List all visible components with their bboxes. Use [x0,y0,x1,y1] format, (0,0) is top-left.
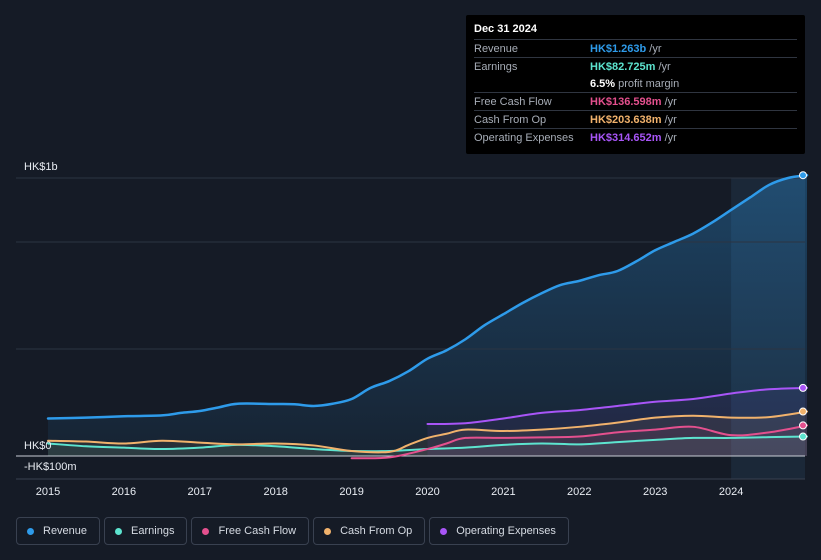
legend-label: Earnings [131,525,175,537]
revenue-end-marker [799,171,807,180]
legend-dot-icon [202,527,210,535]
tooltip-series-name: Cash From Op [474,113,547,126]
x-tick-label: 2021 [491,486,515,498]
legend-item-cash-from-op[interactable]: Cash From Op [313,517,426,545]
tooltip-series-name: Free Cash Flow [474,95,552,108]
legend-label: Revenue [43,525,88,537]
tooltip-series-unit: /yr [664,131,677,144]
tooltip-series-unit: /yr [664,113,677,126]
free-cash-flow-line [350,424,808,460]
operating-expenses-end-marker [799,383,807,392]
tooltip-row: 6.5% profit margin [474,75,797,92]
legend-item-operating-expenses[interactable]: Operating Expenses [429,517,569,545]
tooltip-series-unit: /yr [658,60,671,73]
tooltip-row: Cash From Op HK$203.638m/yr [474,110,797,128]
legend-dot-icon [440,527,448,535]
legend-label: Operating Expenses [456,525,556,537]
legend-dot-icon [115,527,123,535]
legend-item-free-cash-flow[interactable]: Free Cash Flow [191,517,310,545]
tooltip-series-name: Revenue [474,42,519,55]
tooltip-series-unit: /yr [664,95,677,108]
x-tick-label: 2020 [415,486,439,498]
tooltip-series-value: HK$82.725m [590,60,656,73]
x-tick-label: 2022 [567,486,591,498]
earnings-end-marker [799,432,807,441]
x-tick-label: 2024 [719,486,743,498]
y-axis-label-top: HK$1b [24,161,58,173]
legend-dot-icon [324,527,332,535]
cash-from-op-end-marker [799,407,807,416]
legend-label: Free Cash Flow [218,525,297,537]
tooltip-series-unit: /yr [649,42,662,55]
tooltip-series-value: HK$203.638m [590,113,662,126]
x-tick-label: 2019 [339,486,363,498]
legend-item-revenue[interactable]: Revenue [16,517,101,545]
operating-expenses-line [426,386,808,426]
x-tick-label: 2015 [36,486,60,498]
x-tick-label: 2017 [188,486,212,498]
x-tick-label: 2023 [643,486,667,498]
legend-dot-icon [27,527,34,535]
tooltip-row: Operating Expenses HK$314.652m/yr [474,128,797,146]
x-tick-label: 2018 [263,486,287,498]
revenue-line [46,173,809,420]
tooltip-row: Earnings HK$82.725m/yr [474,57,797,75]
tooltip-series-value: HK$314.652m [590,131,662,144]
tooltip-series-value: 6.5% [590,77,616,90]
earnings-area [48,436,807,456]
tooltip-panel: Dec 31 2024 Revenue HK$1.263b/yr Earnings H… [466,15,805,154]
tooltip-date: Dec 31 2024 [474,23,537,35]
legend: Revenue Earnings Free Cash Flow Cash From O… [16,517,569,545]
tooltip-series-value: HK$136.598m [590,95,662,108]
tooltip-series-unit: profit margin [618,77,680,90]
y-axis-label-bottom: -HK$100m [24,461,77,473]
cash-from-op-line [47,410,808,454]
y-axis-label-zero: HK$0 [24,440,52,452]
tooltip-series-name: Earnings [474,60,518,73]
tooltip-series-name: Operating Expenses [474,131,574,144]
tooltip-row: Revenue HK$1.263b/yr [474,39,797,57]
tooltip-row: Free Cash Flow HK$136.598m/yr [474,92,797,110]
free-cash-flow-area [351,425,807,459]
tooltip-series-value: HK$1.263b [590,42,647,55]
x-tick-label: 2016 [112,486,136,498]
free-cash-flow-end-marker [799,421,807,430]
revenue-area [48,175,807,456]
legend-item-earnings[interactable]: Earnings [104,517,188,545]
legend-label: Cash From Op [340,525,413,537]
